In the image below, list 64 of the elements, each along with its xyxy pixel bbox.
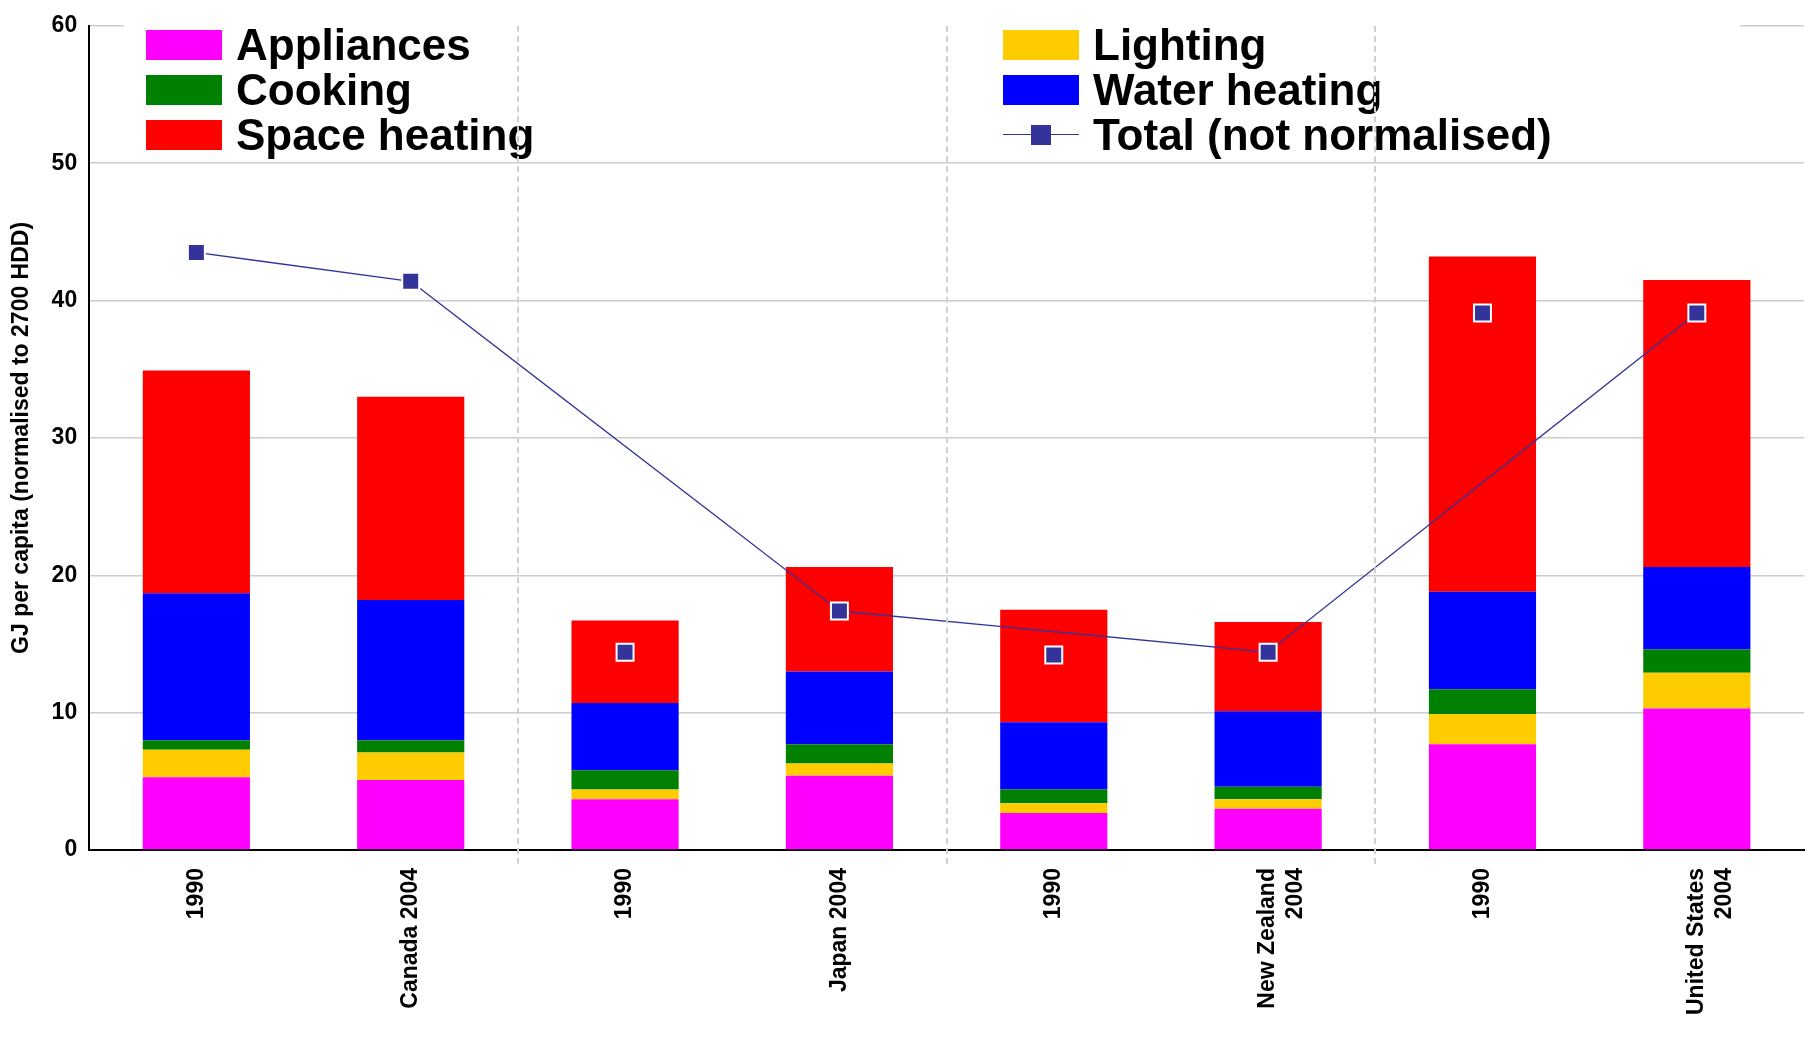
bar	[357, 752, 465, 780]
bar	[1643, 279, 1751, 568]
bar	[1428, 744, 1537, 850]
bar	[1214, 808, 1322, 850]
bar	[1214, 786, 1322, 800]
x-tick-label: 1990	[181, 868, 208, 920]
bar	[571, 799, 679, 850]
point	[401, 271, 421, 291]
point	[1472, 303, 1492, 323]
bar	[1428, 256, 1537, 592]
y-tick-label: 10	[51, 698, 78, 724]
bar	[1428, 714, 1537, 745]
bar	[571, 620, 679, 704]
point	[615, 642, 635, 662]
bar	[357, 600, 465, 741]
bar	[785, 775, 893, 850]
bar	[1428, 689, 1537, 715]
point	[829, 601, 849, 621]
x-tick-label: United States 2004	[1682, 867, 1736, 1016]
bar	[1000, 722, 1108, 790]
bar	[571, 789, 679, 800]
bar	[357, 779, 465, 850]
bar	[142, 370, 250, 594]
y-tick-label: 50	[51, 148, 78, 175]
x-tick-label: Canada 2004	[396, 867, 423, 1009]
bar	[785, 763, 893, 776]
bar	[571, 703, 679, 771]
bar	[1000, 789, 1108, 804]
x-tick-label: 1990	[610, 868, 637, 920]
point	[1687, 303, 1707, 323]
bar	[1000, 609, 1108, 723]
y-tick-label: 60	[51, 11, 78, 38]
bar	[1643, 708, 1751, 850]
bar	[357, 740, 465, 753]
bar	[785, 671, 893, 745]
bar	[142, 593, 250, 741]
bar	[571, 770, 679, 790]
bar	[1000, 812, 1108, 850]
bar	[785, 567, 893, 672]
bar	[357, 396, 465, 601]
y-tick-label: 30	[51, 423, 78, 450]
point	[1044, 645, 1064, 665]
point	[186, 242, 206, 262]
bar	[142, 740, 250, 750]
y-tick-label: 0	[64, 835, 78, 862]
bar	[1643, 649, 1751, 673]
x-tick-label: 1990	[1039, 868, 1066, 920]
y-axis-title: GJ per capita (normalised to 2700 HDD)	[7, 221, 34, 654]
x-tick-label: Japan 2004	[824, 867, 851, 993]
y-tick-label: 20	[51, 560, 78, 587]
bar	[1214, 711, 1322, 787]
bar	[1643, 672, 1751, 709]
bar	[1643, 567, 1751, 650]
bar	[1214, 621, 1322, 712]
bar	[142, 777, 250, 850]
bar	[142, 749, 250, 778]
bar	[1214, 799, 1322, 809]
y-tick-label: 40	[51, 285, 78, 312]
bar	[1000, 803, 1108, 813]
point	[1258, 642, 1278, 662]
bar	[785, 744, 893, 764]
x-tick-label: 1990	[1467, 868, 1494, 920]
x-tick-label: New Zealand 2004	[1253, 867, 1308, 1009]
bar	[1428, 591, 1537, 690]
